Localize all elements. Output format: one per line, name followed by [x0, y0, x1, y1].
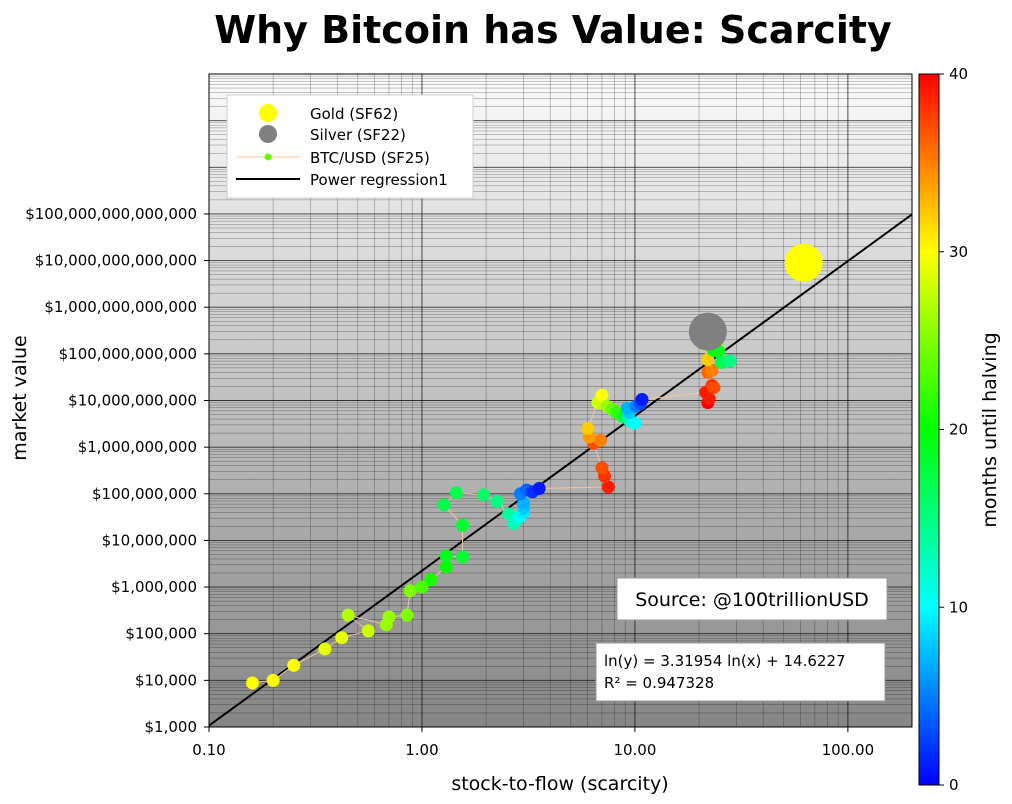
y-tick-label: $1,000,000,000,000: [44, 298, 197, 316]
x-tick-label: 0.10: [192, 741, 225, 759]
colorbar-tick-label: 30: [949, 243, 968, 261]
btc-point: [477, 488, 491, 502]
btc-point: [287, 658, 301, 672]
colorbar-tick-label: 0: [949, 776, 959, 794]
btc-point: [266, 673, 280, 687]
source-text: Source: @100trillionUSD: [635, 589, 869, 611]
btc-point: [490, 495, 504, 509]
legend-btc-label: BTC/USD (SF25): [310, 149, 430, 167]
y-tick-label: $100,000,000: [92, 485, 197, 503]
btc-point: [455, 518, 469, 532]
btc-point: [595, 388, 609, 402]
btc-point: [449, 486, 463, 500]
btc-point: [595, 461, 609, 475]
btc-point: [532, 481, 546, 495]
power-regression-line: [209, 213, 912, 727]
btc-point: [335, 631, 349, 645]
btc-point: [439, 560, 453, 574]
y-tick-label: $10,000,000: [102, 531, 197, 549]
y-tick-label: $1,000: [145, 718, 198, 736]
x-tick-label: 1.00: [405, 741, 438, 759]
legend: Gold (SF62) Silver (SF22) BTC/USD (SF25)…: [226, 94, 474, 199]
btc-point: [594, 433, 608, 447]
gold-point: [784, 243, 823, 282]
x-axis-label: stock-to-flow (scarcity): [451, 773, 668, 795]
btc-point: [701, 353, 715, 367]
y-tick-label: $100,000,000,000: [59, 345, 197, 363]
colorbar-gradient: [918, 73, 940, 786]
btc-point: [318, 642, 332, 656]
silver-point: [688, 312, 727, 351]
btc-point: [707, 380, 721, 394]
legend-gold-label: Gold (SF62): [310, 105, 398, 123]
y-tick-label: $1,000,000,000: [78, 438, 197, 456]
btc-point: [437, 498, 451, 512]
y-axis-ticks: $1,000 $10,000 $100,000 $1,000,000 $10,000,0…: [25, 205, 209, 736]
btc-point: [403, 584, 417, 598]
btc-point: [382, 610, 396, 624]
regression-annotation: ln(y) = 3.31954 ln(x) + 14.6227 R² = 0.9…: [595, 642, 886, 702]
legend-gold-marker: [259, 104, 277, 122]
colorbar-label: months until halving: [979, 332, 1001, 527]
btc-data-points: [245, 330, 737, 690]
regression-equation: ln(y) = 3.31954 ln(x) + 14.6227: [604, 652, 846, 670]
y-tick-label: $10,000,000,000,000: [35, 252, 197, 270]
legend-silver-marker: [259, 125, 277, 143]
btc-point: [455, 550, 469, 564]
colorbar-tick-label: 20: [949, 421, 968, 439]
colorbar-ticks: 0 10 20 30 40: [939, 65, 968, 794]
btc-point: [245, 676, 259, 690]
source-box: [616, 577, 888, 621]
x-tick-label: 10.00: [613, 741, 656, 759]
colorbar-tick-label: 40: [949, 65, 968, 83]
btc-point: [439, 549, 453, 563]
regression-box: [595, 642, 886, 702]
btc-point: [723, 354, 737, 368]
btc-point: [581, 422, 595, 436]
btc-point: [702, 392, 716, 406]
regression-r-squared: R² = 0.947328: [604, 674, 714, 692]
y-tick-label: $10,000,000,000: [68, 392, 197, 410]
legend-btc-marker: [264, 153, 272, 161]
y-tick-label: $10,000: [135, 671, 197, 689]
x-axis-ticks: 0.10 1.00 10.00 100.00: [192, 727, 874, 759]
chart-title: Why Bitcoin has Value: Scarcity: [214, 8, 892, 52]
x-tick-label: 100.00: [822, 741, 875, 759]
colorbar: 0 10 20 30 40 months until halving: [918, 65, 1001, 794]
y-axis-label: market value: [9, 335, 31, 460]
source-annotation: Source: @100trillionUSD: [616, 577, 888, 621]
colorbar-tick-label: 10: [949, 598, 968, 616]
btc-point: [341, 608, 355, 622]
y-tick-label: $100,000: [125, 625, 197, 643]
btc-point: [601, 480, 615, 494]
btc-point: [705, 363, 719, 377]
legend-silver-label: Silver (SF22): [310, 126, 406, 144]
btc-point: [424, 573, 438, 587]
btc-point: [635, 393, 649, 407]
legend-regression-label: Power regression1: [310, 171, 448, 189]
btc-point: [400, 608, 414, 622]
y-tick-label: $100,000,000,000,000: [25, 205, 197, 223]
btc-point: [628, 416, 642, 430]
btc-point: [415, 580, 429, 594]
y-tick-label: $1,000,000: [111, 578, 197, 596]
btc-point: [361, 624, 375, 638]
